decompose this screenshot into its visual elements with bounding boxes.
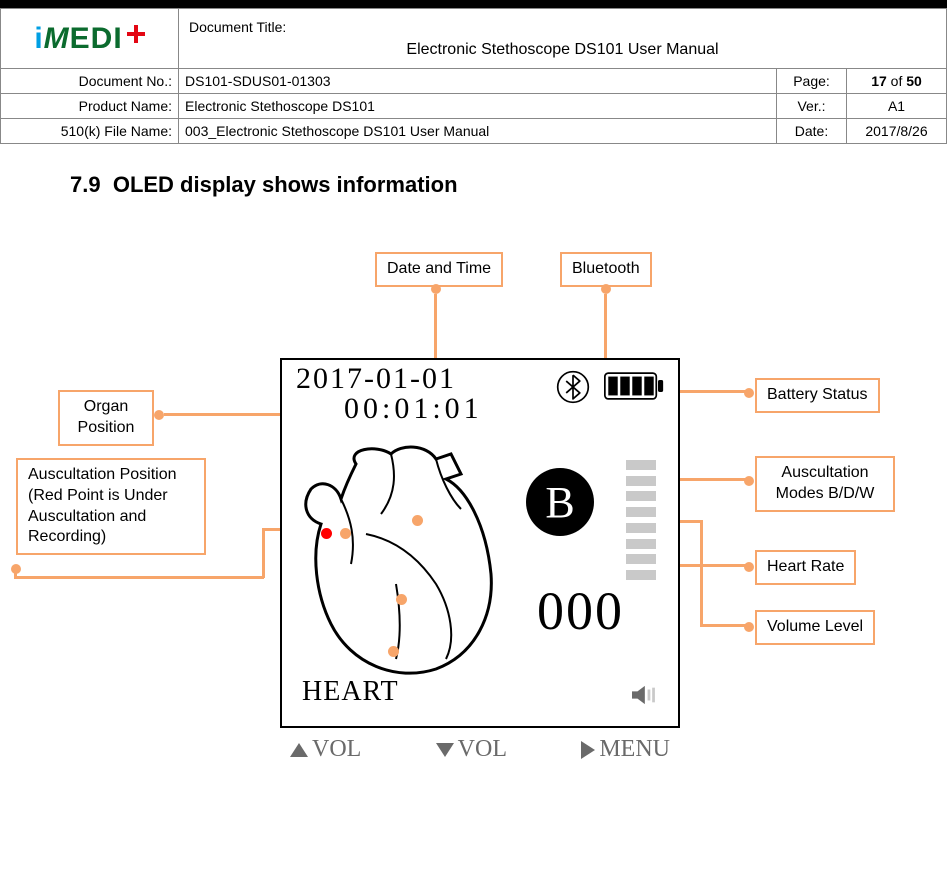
document-header-table: i M E D I Document Title: Electronic Ste… [0, 8, 947, 144]
callout-bluetooth: Bluetooth [560, 252, 652, 287]
page-label: Page: [777, 69, 847, 94]
file-name: 003_Electronic Stethoscope DS101 User Ma… [179, 119, 777, 144]
mode-badge: B [526, 468, 594, 536]
ausc-point-active [321, 528, 332, 539]
doc-title-cell: Document Title: Electronic Stethoscope D… [179, 9, 947, 69]
speaker-icon [630, 684, 656, 706]
callout-heart-rate: Heart Rate [755, 550, 856, 585]
connector [14, 576, 264, 579]
connector [262, 528, 265, 578]
ver-value: A1 [847, 94, 947, 119]
oled-screen: 2017-01-01 00:01:01 B 00 [280, 358, 680, 728]
triangle-up-icon [290, 743, 308, 757]
callout-datetime: Date and Time [375, 252, 503, 287]
bluetooth-icon [556, 370, 590, 404]
volume-bar-seg [626, 570, 656, 580]
logo-letter: E [70, 22, 89, 56]
section-number: 7.9 [70, 172, 101, 197]
connector-dot [154, 410, 164, 420]
doc-title: Electronic Stethoscope DS101 User Manual [185, 41, 940, 59]
logo-letter: D [91, 22, 112, 56]
volume-bar-seg [626, 539, 656, 549]
doc-no-label: Document No.: [1, 69, 179, 94]
organ-label: HEART [302, 676, 399, 708]
file-label: 510(k) File Name: [1, 119, 179, 144]
logo-letter: I [113, 22, 120, 56]
section-title: OLED display shows information [113, 172, 458, 197]
callout-organ: Organ Position [58, 390, 154, 446]
heart-icon [296, 444, 516, 684]
date-label: Date: [777, 119, 847, 144]
connector [434, 294, 437, 364]
callout-battery: Battery Status [755, 378, 880, 413]
vol-up-label: VOL [312, 736, 361, 762]
ausc-point [412, 515, 423, 526]
doc-no: DS101-SDUS01-01303 [179, 69, 777, 94]
doc-title-label: Document Title: [185, 19, 940, 35]
vol-down: VOL [436, 736, 507, 763]
heart-rate-value: 000 [537, 580, 624, 642]
product-name: Electronic Stethoscope DS101 [179, 94, 777, 119]
oled-mode: B [545, 477, 574, 528]
volume-bars [626, 460, 656, 580]
ausc-point [340, 528, 351, 539]
logo-letter: i [34, 22, 41, 56]
menu: MENU [581, 736, 670, 763]
callout-ausc-pos: Auscultation Position (Red Point is Unde… [16, 458, 206, 555]
connector-dot [431, 284, 441, 294]
connector [700, 520, 703, 626]
page-total: 50 [906, 73, 922, 89]
logo-cell: i M E D I [1, 9, 179, 69]
top-border [0, 0, 947, 8]
ver-label: Ver.: [777, 94, 847, 119]
page-of: of [891, 73, 903, 89]
vol-down-label: VOL [458, 736, 507, 762]
triangle-right-icon [581, 741, 595, 759]
page-value: 17 of 50 [847, 69, 947, 94]
connector-dot [601, 284, 611, 294]
product-label: Product Name: [1, 94, 179, 119]
menu-label: MENU [599, 736, 670, 762]
date-value: 2017/8/26 [847, 119, 947, 144]
imedi-logo: i M E D I [7, 22, 172, 56]
volume-bar-seg [626, 476, 656, 486]
page-cur: 17 [871, 73, 887, 89]
battery-icon [604, 372, 664, 400]
ausc-point [396, 594, 407, 605]
connector [700, 624, 746, 627]
connector [604, 294, 607, 364]
callout-mode: Auscultation Modes B/D/W [755, 456, 895, 512]
triangle-down-icon [436, 743, 454, 757]
volume-bar-seg [626, 523, 656, 533]
oled-diagram: Date and Time Bluetooth Organ Position A… [0, 208, 947, 768]
vol-up: VOL [290, 736, 361, 763]
section-heading: 7.9 OLED display shows information [70, 172, 947, 198]
callout-volume: Volume Level [755, 610, 875, 645]
volume-bar-seg [626, 554, 656, 564]
bottom-bar: VOL VOL MENU [280, 732, 680, 763]
ausc-point [388, 646, 399, 657]
volume-bar-seg [626, 507, 656, 517]
logo-letter: M [44, 22, 68, 56]
oled-date: 2017-01-01 [296, 362, 456, 395]
plus-icon [127, 25, 145, 43]
volume-bar-seg [626, 460, 656, 470]
volume-bar-seg [626, 491, 656, 501]
